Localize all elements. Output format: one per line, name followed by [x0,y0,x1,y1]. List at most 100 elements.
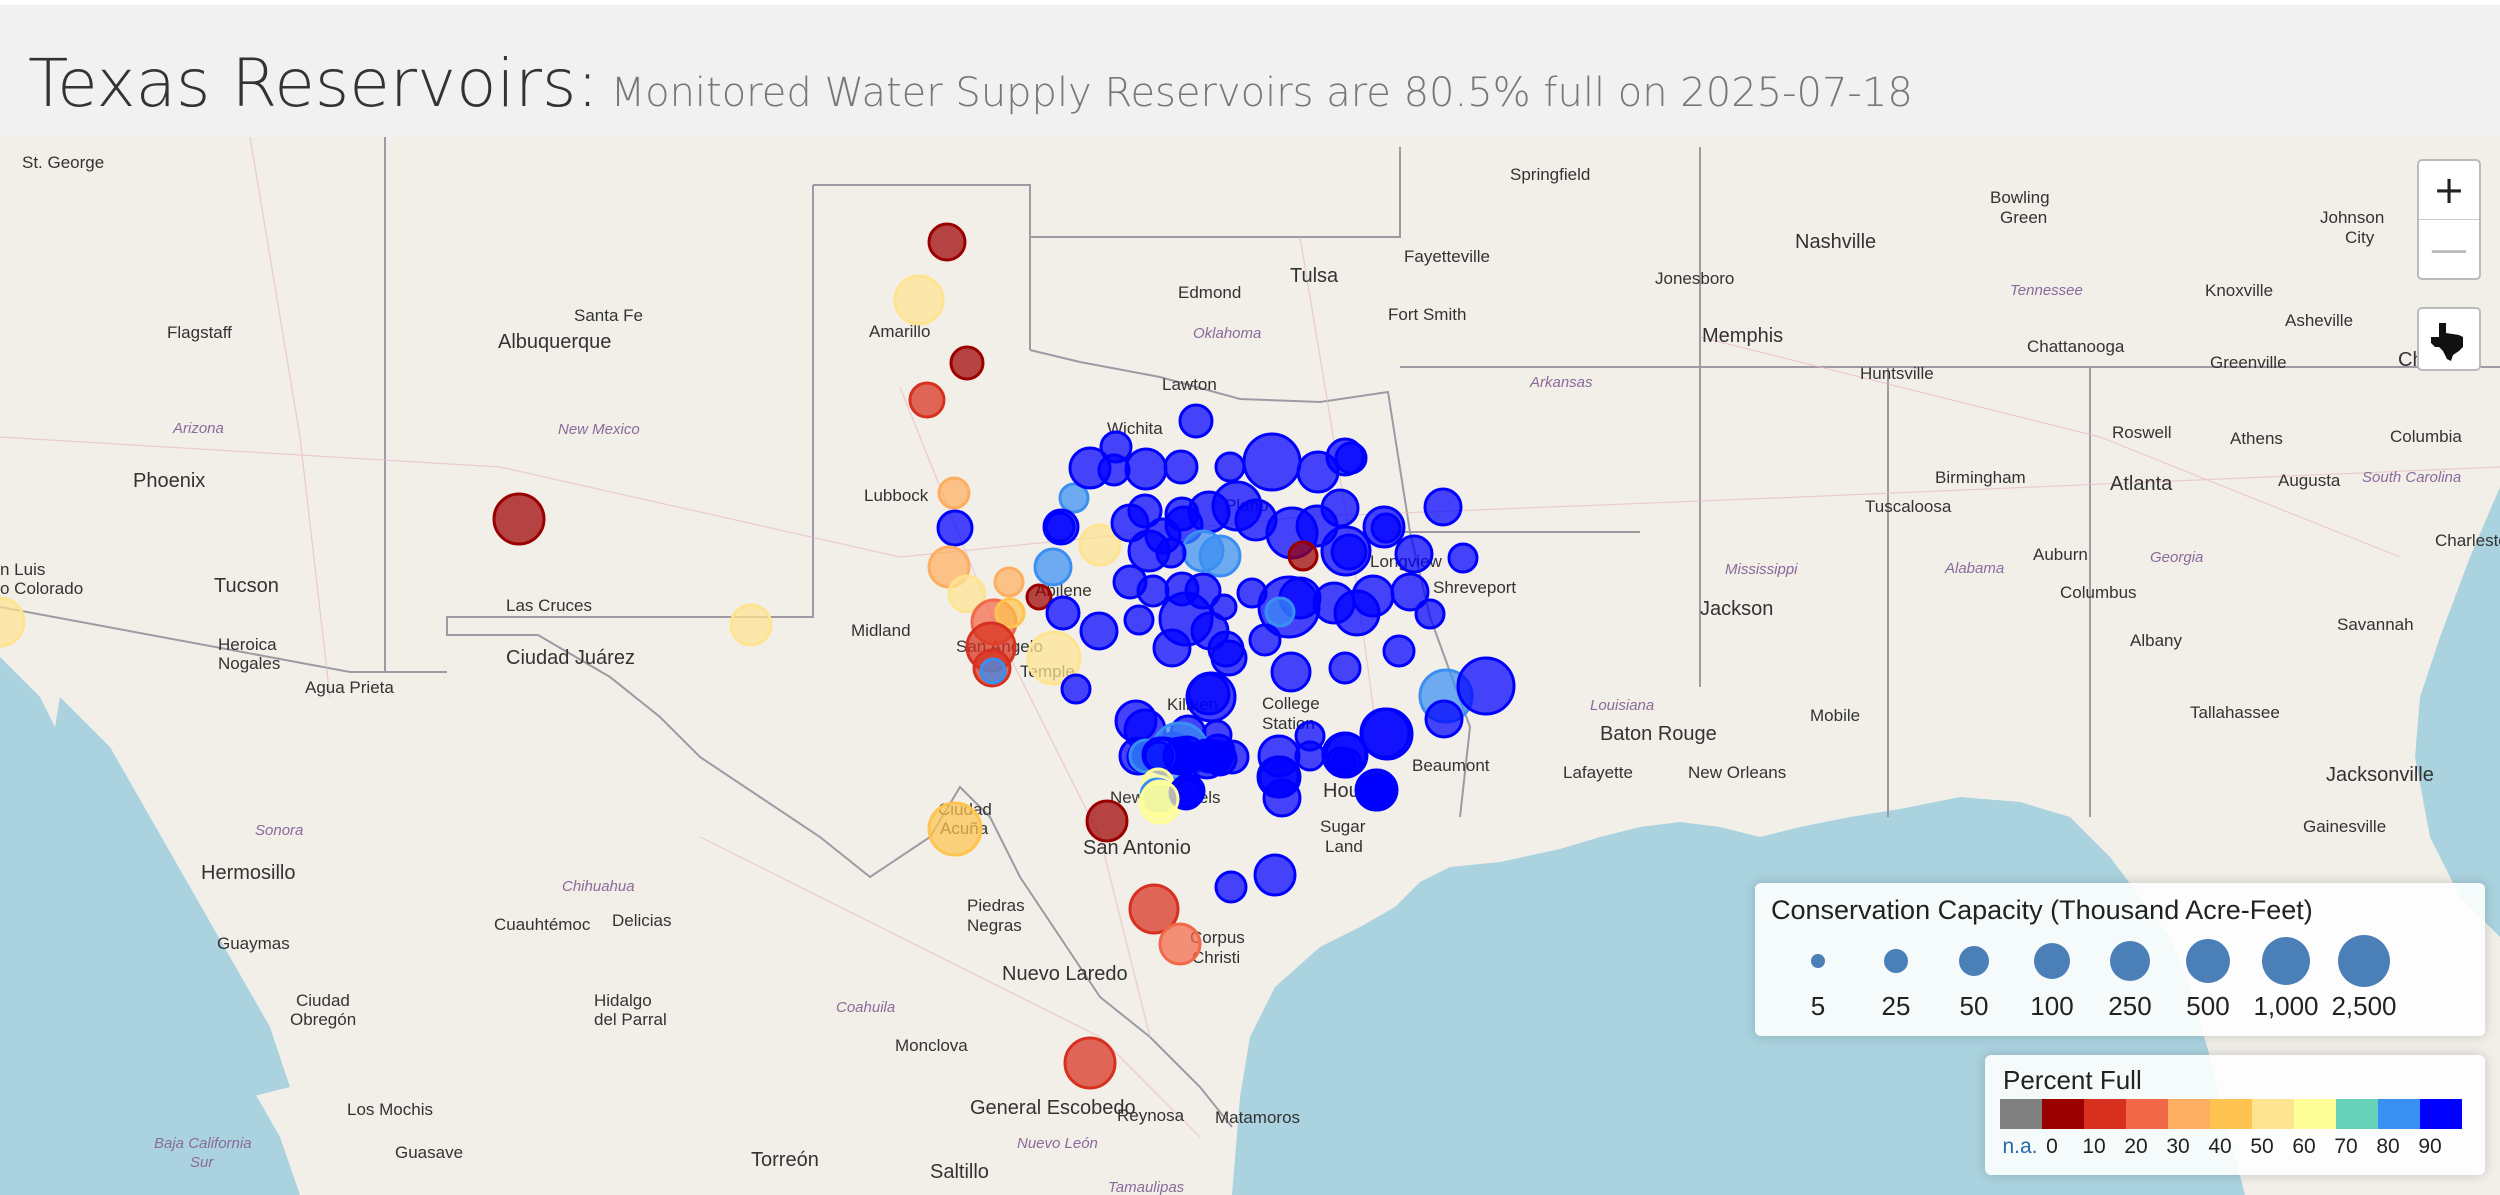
reservoir-marker[interactable] [1390,572,1430,612]
reservoir-marker[interactable] [492,492,546,546]
reservoir-marker[interactable] [1026,630,1082,686]
reservoir-marker[interactable] [1382,634,1416,668]
reservoir-marker[interactable] [1248,623,1282,657]
reservoir-marker[interactable] [1351,574,1395,618]
zoom-out-button[interactable]: — [2430,227,2468,271]
reservoir-marker[interactable] [1328,651,1362,685]
svg-text:Fayetteville: Fayetteville [1404,247,1490,266]
svg-text:San Antonio: San Antonio [1083,837,1191,859]
reservoir-marker[interactable] [1424,699,1464,739]
capacity-legend-item: 2,500 [2319,931,2409,1031]
reservoir-marker[interactable] [1287,540,1319,572]
zoom-in-button[interactable]: + [2419,161,2479,220]
reservoir-marker[interactable] [947,574,987,614]
reservoir-marker[interactable] [1123,604,1155,636]
reservoir-marker[interactable] [1320,488,1360,528]
capacity-legend-dot [2262,937,2310,985]
reservoir-marker[interactable] [908,381,946,419]
percent-legend-label: 90 [2418,1135,2442,1158]
reset-view-button[interactable] [2417,307,2481,371]
reservoir-marker[interactable] [1198,739,1234,775]
svg-text:Mississippi: Mississippi [1725,561,1798,578]
reservoir-marker[interactable] [927,801,983,857]
reservoir-marker[interactable] [1423,487,1463,527]
reservoir-marker[interactable] [1045,595,1081,631]
svg-text:Jacksonville: Jacksonville [2326,764,2434,786]
reservoir-marker[interactable] [1155,537,1187,569]
reservoir-marker[interactable] [949,345,985,381]
reservoir-marker[interactable] [1178,403,1214,439]
reservoir-marker[interactable] [979,657,1007,685]
reservoir-marker[interactable] [1198,534,1242,578]
reservoir-marker[interactable] [1294,740,1326,772]
svg-text:Augusta: Augusta [2278,471,2341,490]
reservoir-marker[interactable] [1210,593,1238,621]
reservoir-marker[interactable] [1042,508,1080,546]
svg-text:Green: Green [2000,208,2047,227]
reservoir-marker[interactable] [1185,671,1237,723]
header: Texas Reservoirs: Monitored Water Supply … [0,0,2500,137]
reservoir-marker[interactable] [1060,673,1092,705]
reservoir-marker[interactable] [1331,747,1363,779]
reservoir-marker[interactable] [1355,768,1399,812]
reservoir-marker[interactable] [1033,547,1073,587]
reservoir-marker[interactable] [1128,883,1180,935]
capacity-legend-label: 100 [2030,991,2074,1021]
reservoir-marker[interactable] [1447,542,1479,574]
reservoir-marker[interactable] [936,509,974,547]
reservoir-marker[interactable] [1264,596,1296,628]
reservoir-marker[interactable] [1136,574,1170,608]
reservoir-marker[interactable] [937,476,971,510]
reservoir-marker[interactable] [1085,799,1129,843]
svg-text:Charleston: Charleston [2435,531,2500,550]
reservoir-marker[interactable] [1025,583,1053,611]
reservoir-marker[interactable] [1078,523,1122,567]
svg-text:Negras: Negras [967,916,1022,935]
reservoir-marker[interactable] [1152,628,1192,668]
svg-text:Cuauhtémoc: Cuauhtémoc [494,915,591,934]
map[interactable]: St. George Springfield Bowling Green Nas… [0,137,2500,1195]
svg-text:Jackson: Jackson [1700,598,1773,620]
svg-text:Alabama: Alabama [1944,560,2004,577]
reservoir-marker[interactable] [729,603,773,647]
reservoir-marker[interactable] [1158,922,1202,966]
map-canvas[interactable]: St. George Springfield Bowling Green Nas… [0,137,2500,1195]
svg-text:Obregón: Obregón [290,1010,356,1029]
borders [0,137,2500,1128]
reservoir-marker[interactable] [1079,611,1119,651]
reservoir-marker[interactable] [1214,451,1246,483]
svg-text:Nashville: Nashville [1795,231,1876,253]
svg-text:College: College [1262,694,1320,713]
reservoir-marker[interactable] [1456,656,1516,716]
reservoir-marker[interactable] [1414,598,1446,630]
reservoir-marker[interactable] [1253,853,1297,897]
reservoir-marker[interactable] [1143,740,1175,772]
reservoir-marker[interactable] [0,596,26,648]
reservoir-marker[interactable] [1242,432,1302,492]
reservoir-marker[interactable] [1360,707,1414,761]
reservoir-marker[interactable] [994,597,1026,629]
reservoir-marker[interactable] [1394,534,1434,574]
reservoir-marker[interactable] [1063,1036,1117,1090]
capacity-legend-dot [1811,954,1825,968]
reservoir-marker[interactable] [1124,447,1168,491]
svg-text:New Mexico: New Mexico [558,421,640,438]
reservoir-marker[interactable] [1210,639,1248,677]
reservoir-marker[interactable] [1262,778,1302,818]
reservoir-marker[interactable] [893,274,945,326]
svg-text:del Parral: del Parral [594,1010,667,1029]
reservoir-marker[interactable] [1270,651,1312,693]
reservoir-markers[interactable] [0,222,1516,1090]
percent-legend-title: Percent Full [2003,1065,2142,1095]
reservoir-marker[interactable] [1334,441,1368,475]
reservoir-marker[interactable] [1097,453,1131,487]
reservoir-marker[interactable] [1140,779,1180,819]
reservoir-marker[interactable] [927,222,967,262]
reservoir-marker[interactable] [1163,449,1199,485]
reservoir-marker[interactable] [1214,870,1248,904]
reservoir-marker[interactable] [1330,533,1368,571]
reservoir-marker[interactable] [1058,482,1090,514]
svg-text:Chattanooga: Chattanooga [2027,337,2125,356]
reservoir-marker[interactable] [993,566,1025,598]
reservoir-marker[interactable] [1370,512,1402,544]
